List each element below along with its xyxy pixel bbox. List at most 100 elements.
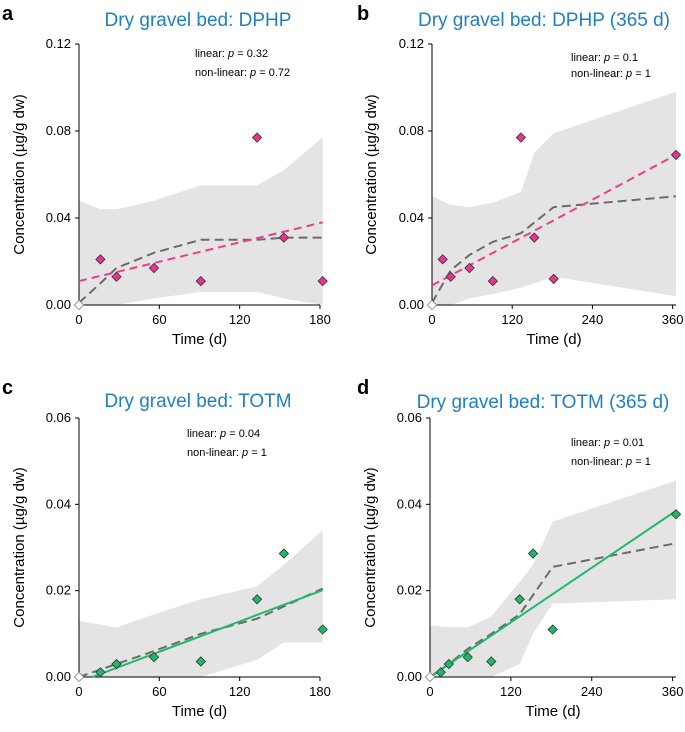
data-point [548,273,559,285]
nonlinear-p-value: non-linear: p = 1 [571,68,651,80]
y-tick-label: 0.00 [46,297,71,312]
x-tick-label: 0 [75,684,82,699]
confidence-band [432,91,676,305]
data-point [278,232,290,243]
chart-title: Dry gravel bed: TOTM (365 d) [417,392,670,413]
chart-title: Dry gravel bed: DPHP [105,10,292,31]
x-tick-label: 60 [152,312,166,327]
confidence-band [79,137,323,305]
x-tick-label: 360 [662,312,684,327]
y-axis-label: Concentration (µg/g dw) [363,94,380,254]
data-point [148,651,160,663]
data-point [251,132,263,143]
data-point [445,271,456,282]
y-tick-label: 0.06 [46,410,71,425]
x-axis-label: Time (d) [172,331,227,348]
data-point [486,656,497,667]
x-tick-label: 120 [229,312,251,327]
x-axis-label: Time (d) [525,703,580,720]
data-point [195,275,207,287]
data-point [464,262,475,274]
data-point [529,232,540,243]
data-point [514,594,525,605]
data-point [95,254,106,265]
y-tick-label: 0.00 [397,669,422,684]
confidence-band [79,530,323,677]
data-point [73,671,85,683]
data-point [670,509,682,520]
y-axis-label: Concentration (µg/g dw) [11,94,28,254]
y-tick-label: 0.08 [399,123,424,138]
panel-letter: a [2,3,14,25]
linear-fit-line [431,154,677,287]
y-tick-label: 0.04 [46,210,71,225]
nonlinear-p-value: non-linear: p = 1 [571,456,651,468]
x-tick-label: 120 [500,684,522,699]
x-tick-label: 0 [426,684,433,699]
x-tick-label: 0 [75,312,82,327]
data-point [95,667,106,678]
data-point [527,548,539,559]
data-point [278,548,290,559]
data-point [111,658,122,670]
y-tick-label: 0.08 [46,123,71,138]
x-tick-label: 120 [229,684,251,699]
linear-p-value: linear: p = 0.01 [571,437,644,449]
data-point [515,132,527,143]
panel-c: 0.00 0.02 0.04 0.06 0 60 120 180 Time (d) Concent… [2,377,331,720]
y-axis-label: Concentration (µg/g dw) [11,467,28,627]
y-tick-label: 0.12 [46,36,71,51]
data-point [443,658,455,670]
confidence-band [430,480,676,677]
linear-fit-line [429,509,677,678]
nonlinear-fit-line [78,587,324,678]
panel-letter: d [357,377,369,399]
x-tick-label: 240 [582,312,604,327]
linear-fit-line [92,589,324,678]
panel-letter: c [2,377,13,399]
data-point [426,299,438,311]
nonlinear-p-value: non-linear: p = 1 [187,447,267,459]
data-point [462,651,473,663]
y-tick-label: 0.04 [399,210,424,225]
x-tick-label: 360 [662,684,684,699]
data-point [111,271,122,282]
x-tick-label: 120 [501,312,523,327]
linear-p-value: linear: p = 0.32 [195,48,268,60]
panel-letter: b [357,3,369,25]
chart-title: Dry gravel bed: TOTM [104,391,291,412]
x-tick-label: 60 [152,684,166,699]
data-point [547,624,558,635]
data-point [73,299,85,311]
y-tick-label: 0.00 [399,297,424,312]
y-tick-label: 0.00 [46,669,71,684]
data-point [251,594,263,605]
data-point [195,656,207,667]
chart-title: Dry gravel bed: DPHP (365 d) [418,10,670,31]
y-tick-label: 0.04 [397,496,422,511]
y-tick-label: 0.02 [46,583,71,598]
data-point [487,275,498,287]
x-tick-label: 0 [428,312,435,327]
data-point [424,671,436,683]
linear-p-value: linear: p = 0.04 [187,428,260,440]
nonlinear-fit-line [431,195,677,304]
x-tick-label: 180 [309,312,331,327]
panel-d: 0.00 0.02 0.04 0.06 0 120 240 360 Time (d) Concen… [357,377,683,720]
data-point [437,254,448,265]
data-point [317,624,328,635]
y-tick-label: 0.02 [397,583,422,598]
data-point [435,667,446,678]
y-axis-label: Concentration (µg/g dw) [362,467,379,627]
x-tick-label: 240 [581,684,603,699]
data-point [317,275,328,287]
y-tick-label: 0.12 [399,36,424,51]
linear-p-value: linear: p = 0.1 [571,52,638,64]
panel-a: 0.00 0.04 0.08 0.12 0 60 120 180 Time (d) Concent… [2,3,331,348]
x-axis-label: Time (d) [172,703,227,720]
panel-b: 0.00 0.04 0.08 0.12 0 120 240 360 Time (d) Concen… [357,3,684,348]
data-point [148,262,160,274]
y-tick-label: 0.06 [397,410,422,425]
data-point [670,149,682,161]
